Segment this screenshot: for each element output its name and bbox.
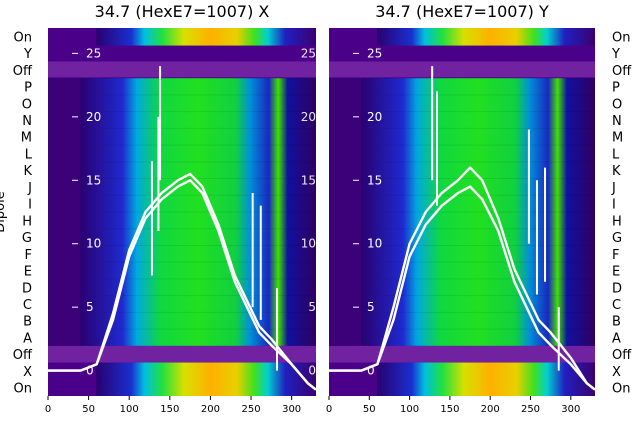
y-category-label: K <box>612 164 621 179</box>
overlay-y-tick-label-right: 0 <box>308 364 316 378</box>
overlay-y-tick-label-right: 10 <box>301 237 316 251</box>
y-category-label: N <box>612 114 622 129</box>
x-tick-label: 300 <box>282 404 301 415</box>
y-category-label: I <box>28 198 32 213</box>
x-tick-label: 250 <box>241 404 260 415</box>
y-category-label: P <box>24 81 32 96</box>
overlay-y-tick-label: 0 <box>367 364 375 378</box>
x-tick-label: 150 <box>440 404 459 415</box>
x-tick-label: 0 <box>45 404 51 415</box>
y-category-label: Off <box>13 64 33 79</box>
overlay-y-tick-label: 25 <box>86 46 101 60</box>
y-category-label: X <box>23 365 32 380</box>
heatmap-off-bottom <box>329 345 595 363</box>
y-category-label: D <box>612 281 622 296</box>
heatmap-dipole-block <box>360 78 595 346</box>
overlay-y-tick-label: 10 <box>86 237 101 251</box>
heatmap-left-edge <box>48 78 81 346</box>
y-category-label: Y <box>23 47 32 62</box>
y-category-label: E <box>24 265 32 280</box>
overlay-y-tick-label: 20 <box>86 110 101 124</box>
y-category-label: On <box>14 382 32 397</box>
y-category-label: On <box>612 382 630 397</box>
overlay-y-tick-label: 10 <box>367 237 382 251</box>
y-category-label: Off <box>612 348 632 363</box>
y-category-label: Off <box>13 348 33 363</box>
y-category-label: F <box>25 248 32 263</box>
overlay-y-tick-label: 15 <box>86 173 101 187</box>
y-category-label: G <box>22 231 32 246</box>
heatmap-band-bottom <box>376 362 595 396</box>
y-category-label: O <box>612 97 622 112</box>
y-category-label: I <box>612 198 616 213</box>
y-category-label: Off <box>612 64 632 79</box>
x-tick-label: 50 <box>82 404 95 415</box>
chart-title: 34.7 (HexE7=1007) X <box>95 2 270 21</box>
y-category-label: B <box>23 315 32 330</box>
heatmap-off-top <box>48 61 316 78</box>
y-category-label: F <box>612 248 619 263</box>
overlay-y-tick-label: 5 <box>86 300 94 314</box>
overlay-series-line <box>329 185 596 391</box>
overlay-series-line <box>48 179 317 391</box>
y-category-label: L <box>612 147 620 162</box>
y-category-label: B <box>612 315 621 330</box>
overlay-y-tick-label: 15 <box>367 173 382 187</box>
x-tick-label: 150 <box>160 404 179 415</box>
chart-panel-2: 00551010151520202525050100150200250300On… <box>326 2 632 415</box>
x-tick-label: 50 <box>363 404 376 415</box>
overlay-y-tick-label-right: 25 <box>301 46 316 60</box>
y-category-label: On <box>14 30 32 45</box>
x-tick-label: 300 <box>561 404 580 415</box>
y-category-label: J <box>27 181 32 196</box>
heatmap-band-top <box>96 28 317 46</box>
y-category-label: N <box>22 114 32 129</box>
heatmap-off-bottom <box>48 345 316 363</box>
x-tick-label: 200 <box>201 404 220 415</box>
y-category-label: Y <box>611 47 620 62</box>
overlay-y-tick-label: 5 <box>367 300 375 314</box>
y-category-label: On <box>612 30 630 45</box>
overlay-y-tick-label-right: 15 <box>301 173 316 187</box>
x-tick-label: 100 <box>120 404 139 415</box>
heatmap-left-edge <box>329 78 361 346</box>
y-category-label: L <box>25 147 33 162</box>
y-category-label: H <box>612 214 622 229</box>
x-tick-label: 200 <box>481 404 500 415</box>
overlay-series-line <box>48 172 317 391</box>
y-category-label: C <box>612 298 621 313</box>
overlay-series-line <box>329 166 596 391</box>
y-category-label: A <box>23 331 32 346</box>
y-category-label: H <box>22 214 32 229</box>
y-category-label: E <box>612 265 620 280</box>
y-axis-label: Dipole <box>0 191 8 232</box>
overlay-y-tick-label-right: 20 <box>301 110 316 124</box>
overlay-y-tick-label: 20 <box>367 110 382 124</box>
overlay-y-tick-label: 25 <box>367 46 382 60</box>
y-category-label: X <box>612 365 621 380</box>
heatmap-band-top <box>376 28 595 46</box>
overlay-y-tick-label-right: 5 <box>308 300 316 314</box>
y-category-label: M <box>21 131 32 146</box>
chart-title: 34.7 (HexE7=1007) Y <box>375 2 549 21</box>
heatmap-off-top <box>329 61 595 78</box>
y-category-label: C <box>23 298 32 313</box>
y-category-label: K <box>23 164 32 179</box>
heatmap-band-bottom <box>96 362 317 396</box>
y-category-label: G <box>612 231 622 246</box>
y-category-label: D <box>22 281 32 296</box>
y-category-label: J <box>611 181 616 196</box>
y-category-label: P <box>612 81 620 96</box>
x-tick-label: 250 <box>521 404 540 415</box>
overlay-y-tick-label: 0 <box>86 364 94 378</box>
y-category-label: A <box>612 331 621 346</box>
y-category-label: M <box>612 131 623 146</box>
x-tick-label: 0 <box>326 404 332 415</box>
y-category-label: O <box>22 97 32 112</box>
x-tick-label: 100 <box>400 404 419 415</box>
